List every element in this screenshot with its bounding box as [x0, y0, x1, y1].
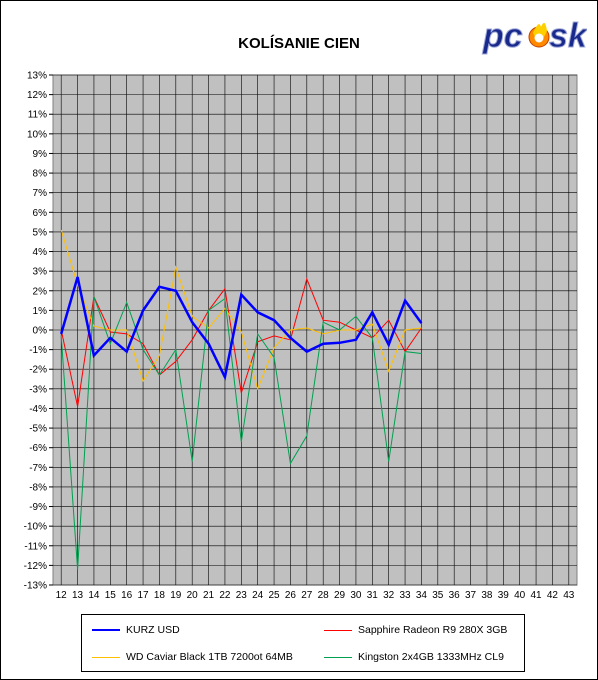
x-tick-label: 42	[547, 590, 559, 601]
chart-title: KOLÍSANIE CIEN	[238, 35, 360, 52]
pcsk-logo: pc sk	[482, 17, 588, 56]
x-tick-label: 23	[236, 590, 248, 601]
x-tick-label: 40	[514, 590, 526, 601]
y-tick-label: -10%	[24, 522, 47, 533]
x-gridlines	[60, 75, 570, 585]
legend-label: WD Caviar Black 1TB 7200ot 64MB	[126, 651, 293, 663]
x-tick-label: 12	[56, 590, 68, 601]
x-tick-label: 16	[121, 590, 133, 601]
x-tick-label: 35	[432, 590, 444, 601]
x-tick-label: 21	[203, 590, 215, 601]
y-tick-label: 11%	[28, 110, 47, 121]
gridlines	[49, 74, 577, 586]
x-tick-label: 26	[285, 590, 297, 601]
x-tick-label: 19	[170, 590, 182, 601]
y-tick-label: -3%	[29, 384, 47, 395]
y-tick-label: 10%	[27, 129, 47, 140]
x-tick-label: 36	[449, 590, 461, 601]
x-axis-labels: 12 13 14 15 16 17 18 19 20 21 22 23 24 25 26 27 28 29 30 31…	[56, 590, 575, 601]
y-tick-label: -8%	[29, 482, 47, 493]
legend-item-wd-caviar: WD Caviar Black 1TB 7200ot 64MB	[92, 649, 293, 665]
series-lines	[59, 229, 423, 570]
y-tick-label: -9%	[29, 502, 47, 513]
y-tick-label: -5%	[29, 424, 47, 435]
y-tick-label: 1%	[33, 306, 48, 317]
y-tick-label: 13%	[27, 71, 47, 82]
legend-swatch	[92, 656, 120, 658]
legend-swatch	[324, 656, 352, 658]
x-tick-label: 37	[465, 590, 477, 601]
y-tick-label: 4%	[33, 247, 48, 258]
y-axis-labels: 13% 12% 11% 10% 9% 8% 7% 6% 5% 4% 3% 2% 1% 0% -1% -2% -3…	[24, 71, 47, 592]
y-tick-label: -2%	[29, 365, 47, 376]
legend: KURZ USD Sapphire Radeon R9 280X 3GB WD …	[81, 614, 525, 672]
y-tick-label: -12%	[24, 561, 47, 572]
y-tick-label: -6%	[29, 443, 47, 454]
y-tick-label: -4%	[29, 404, 47, 415]
flame-icon	[528, 22, 550, 48]
legend-label: KURZ USD	[126, 624, 180, 636]
x-tick-label: 25	[269, 590, 281, 601]
x-tick-label: 33	[400, 590, 412, 601]
y-tick-label: 8%	[33, 169, 48, 180]
y-tick-label: -1%	[29, 345, 47, 356]
x-tick-label: 38	[481, 590, 493, 601]
x-tick-label: 31	[367, 590, 379, 601]
line-chart: 13% 12% 11% 10% 9% 8% 7% 6% 5% 4% 3% 2% 1% 0% -1% -2% -3…	[24, 71, 578, 601]
x-tick-label: 18	[154, 590, 166, 601]
x-tick-label: 29	[334, 590, 346, 601]
y-tick-label: -13%	[24, 581, 47, 592]
x-tick-label: 14	[88, 590, 100, 601]
y-tick-label: 0%	[33, 326, 48, 337]
logo-text-pc: pc	[482, 17, 523, 55]
legend-label: Kingston 2x4GB 1333MHz CL9	[358, 651, 504, 663]
y-tick-label: 9%	[33, 149, 48, 160]
series-line-0	[59, 276, 423, 381]
x-tick-label: 43	[563, 590, 575, 601]
y-tick-label: 2%	[33, 286, 48, 297]
x-tick-label: 24	[252, 590, 264, 601]
x-tick-label: 32	[383, 590, 395, 601]
legend-item-kurz-usd: KURZ USD	[92, 622, 180, 638]
y-tick-label: 12%	[27, 90, 47, 101]
y-tick-label: 3%	[33, 267, 48, 278]
x-tick-label: 15	[105, 590, 117, 601]
x-tick-label: 39	[498, 590, 510, 601]
x-tick-label: 27	[301, 590, 313, 601]
y-tick-label: 7%	[33, 188, 48, 199]
series-line-3	[60, 296, 422, 570]
logo-text-sk: sk	[549, 17, 587, 55]
x-tick-label: 30	[350, 590, 362, 601]
legend-swatch	[324, 629, 352, 631]
x-tick-label: 20	[187, 590, 199, 601]
x-tick-label: 22	[219, 590, 231, 601]
x-tick-label: 41	[531, 590, 543, 601]
legend-item-kingston: Kingston 2x4GB 1333MHz CL9	[324, 649, 504, 665]
y-tick-label: 5%	[33, 227, 48, 238]
x-tick-label: 34	[416, 590, 428, 601]
x-tick-label: 13	[72, 590, 84, 601]
y-tick-label: -11%	[24, 541, 47, 552]
y-tick-label: 6%	[33, 208, 48, 219]
legend-item-sapphire: Sapphire Radeon R9 280X 3GB	[324, 622, 507, 638]
x-tick-label: 28	[318, 590, 330, 601]
legend-label: Sapphire Radeon R9 280X 3GB	[358, 624, 508, 636]
legend-swatch	[92, 629, 120, 631]
y-tick-label: -7%	[29, 463, 47, 474]
series-line-2	[60, 229, 422, 391]
x-tick-label: 17	[138, 590, 150, 601]
